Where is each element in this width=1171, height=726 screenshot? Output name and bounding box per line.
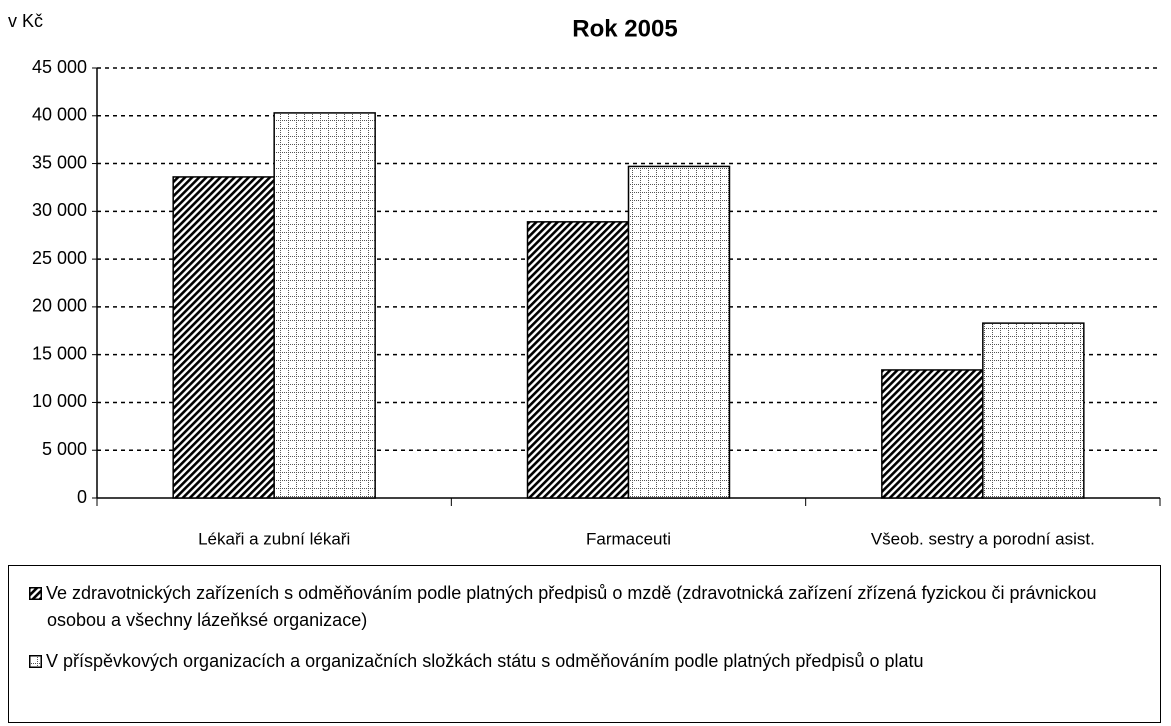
y-tick-label: 15 000 bbox=[32, 343, 87, 363]
y-tick-label: 25 000 bbox=[32, 248, 87, 268]
x-tick-label: Všeob. sestry a porodní asist. bbox=[871, 529, 1095, 548]
legend-swatch-rect bbox=[29, 587, 42, 600]
y-axis-label: v Kč bbox=[8, 11, 43, 31]
legend: Ve zdravotnických zařízeních s odměňován… bbox=[8, 565, 1161, 723]
y-tick-label: 45 000 bbox=[32, 57, 87, 77]
legend-swatch bbox=[29, 587, 42, 600]
legend-label: Ve zdravotnických zařízeních s odměňován… bbox=[46, 583, 1097, 630]
x-tick-label: Farmaceuti bbox=[586, 529, 671, 548]
legend-item: Ve zdravotnických zařízeních s odměňován… bbox=[29, 580, 1140, 634]
legend-item: V příspěvkových organizacích a organizač… bbox=[29, 648, 1140, 675]
bar bbox=[881, 369, 984, 499]
chart-title: Rok 2005 bbox=[572, 15, 677, 42]
legend-label: V příspěvkových organizacích a organizač… bbox=[46, 651, 924, 671]
x-tick-label: Lékaři a zubní lékaři bbox=[198, 529, 350, 548]
bar bbox=[273, 112, 376, 499]
y-tick-label: 40 000 bbox=[32, 105, 87, 125]
y-tick-label: 30 000 bbox=[32, 200, 87, 220]
y-tick-label: 20 000 bbox=[32, 296, 87, 316]
legend-swatch bbox=[29, 655, 42, 668]
y-tick-label: 10 000 bbox=[32, 391, 87, 411]
bar bbox=[526, 221, 630, 499]
chart: v Kč Rok 2005 0 5 000 10 000 15 000 20 000 25… bbox=[8, 11, 1161, 548]
legend-swatch-rect bbox=[29, 655, 42, 668]
bar bbox=[172, 176, 275, 499]
y-tick-label: 5 000 bbox=[42, 439, 87, 459]
bar bbox=[627, 165, 731, 499]
y-tick-label: 0 bbox=[77, 487, 87, 507]
y-tick-label: 35 000 bbox=[32, 152, 87, 172]
bar bbox=[982, 322, 1085, 499]
